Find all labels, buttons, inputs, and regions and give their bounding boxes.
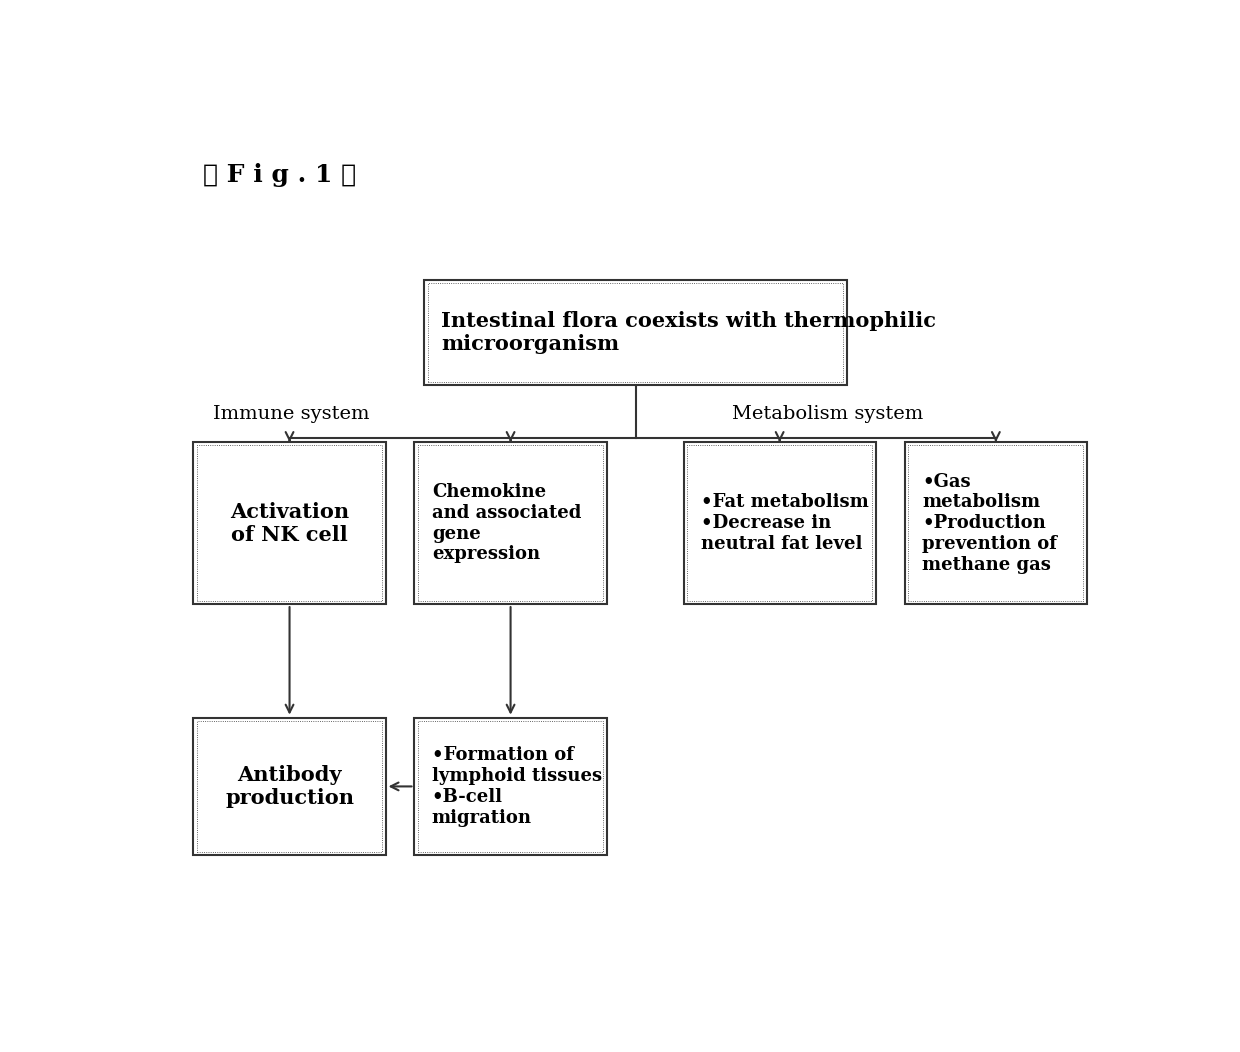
FancyBboxPatch shape [414,717,606,855]
Text: •Formation of
lymphoid tissues
•B-cell
migration: •Formation of lymphoid tissues •B-cell m… [432,746,601,827]
Text: Activation
of NK cell: Activation of NK cell [229,502,350,545]
Text: Antibody
production: Antibody production [224,765,355,808]
FancyBboxPatch shape [193,717,386,855]
FancyBboxPatch shape [905,442,1087,604]
Text: Chemokine
and associated
gene
expression: Chemokine and associated gene expression [432,483,582,564]
FancyBboxPatch shape [683,442,875,604]
Text: •Fat metabolism
•Decrease in
neutral fat level: •Fat metabolism •Decrease in neutral fat… [701,493,868,553]
Text: •Gas
metabolism
•Production
prevention of
methane gas: •Gas metabolism •Production prevention o… [921,472,1056,573]
Text: Immune system: Immune system [213,405,370,423]
FancyBboxPatch shape [414,442,606,604]
Text: 【 F i g . 1 】: 【 F i g . 1 】 [203,163,356,186]
Text: Metabolism system: Metabolism system [732,405,923,423]
FancyBboxPatch shape [424,280,847,385]
Text: Intestinal flora coexists with thermophilic
microorganism: Intestinal flora coexists with thermophi… [441,311,936,355]
FancyBboxPatch shape [193,442,386,604]
